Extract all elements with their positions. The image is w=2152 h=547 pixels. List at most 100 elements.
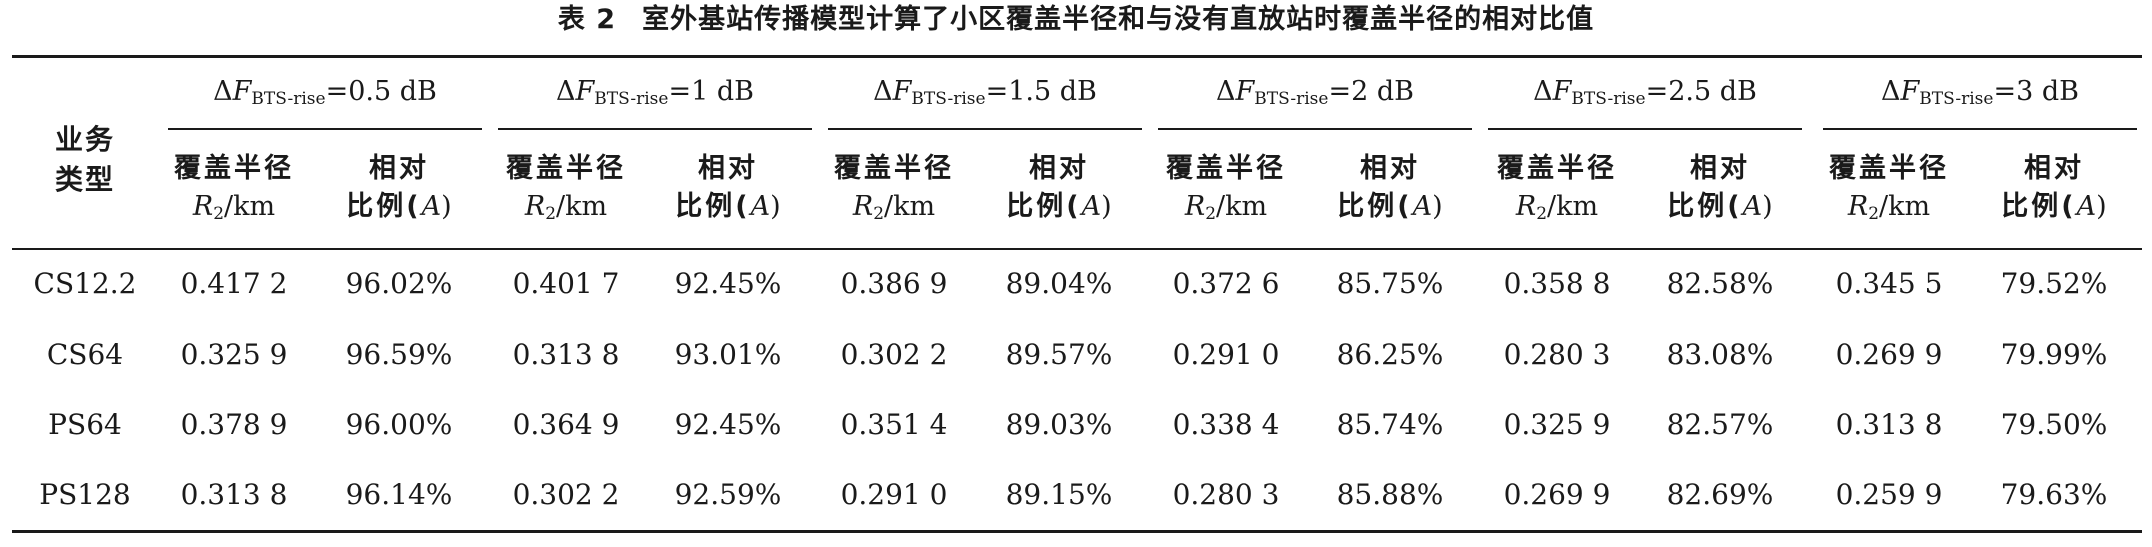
- bts-rise-subscript: BTS-rise: [594, 89, 669, 109]
- ratio-column-header: 相对 比例(A): [1964, 150, 2144, 226]
- radius-value-cell: 0.351 4: [840, 408, 948, 441]
- variable-f: F: [232, 76, 252, 107]
- radius-subscript: 2: [1205, 204, 1217, 224]
- radius-label: 覆盖半径: [1829, 153, 1949, 184]
- radius-value-cell: 0.417 2: [180, 267, 288, 300]
- radius-value-cell: 0.401 7: [512, 267, 620, 300]
- ratio-value-cell: 83.08%: [1666, 338, 1774, 371]
- radius-value-cell: 0.378 9: [180, 408, 288, 441]
- ratio-suffix: ): [770, 191, 781, 222]
- radius-subscript: 2: [873, 204, 885, 224]
- ratio-value-cell: 89.03%: [1005, 408, 1113, 441]
- ratio-value-cell: 85.74%: [1336, 408, 1444, 441]
- service-type-cell: CS12.2: [33, 267, 137, 300]
- bts-rise-subscript: BTS-rise: [1254, 89, 1329, 109]
- ratio-value-cell: 82.69%: [1666, 478, 1774, 511]
- ratio-unit: 比例(A): [638, 188, 818, 226]
- radius-value-cell: 0.358 8: [1503, 267, 1611, 300]
- ratio-prefix: 比例(: [1006, 191, 1082, 222]
- bts-rise-subscript: BTS-rise: [1571, 89, 1646, 109]
- ratio-column-header: 相对 比例(A): [969, 150, 1149, 226]
- ratio-value-cell: 89.04%: [1005, 267, 1113, 300]
- radius-unit: R2/km: [476, 188, 656, 233]
- ratio-label: 相对: [369, 153, 429, 184]
- unit-km: /km: [1216, 191, 1268, 222]
- radius-value-cell: 0.325 9: [180, 338, 288, 371]
- service-type-cell: PS128: [39, 478, 131, 511]
- variable-r: R: [1847, 191, 1869, 222]
- group-underline: [168, 128, 482, 130]
- radius-value-cell: 0.280 3: [1503, 338, 1611, 371]
- group-underline: [1158, 128, 1472, 130]
- bts-rise-subscript: BTS-rise: [911, 89, 986, 109]
- group-header-5: ΔFBTS-rise=2.5 dB: [1480, 74, 1810, 110]
- radius-label: 覆盖半径: [174, 153, 294, 184]
- ratio-unit: 比例(A): [1630, 188, 1810, 226]
- variable-f: F: [575, 76, 595, 107]
- variable-f: F: [1552, 76, 1572, 107]
- ratio-value-cell: 92.45%: [674, 267, 782, 300]
- unit-km: /km: [556, 191, 608, 222]
- group-underline: [1488, 128, 1802, 130]
- ratio-value-cell: 96.59%: [345, 338, 453, 371]
- delta-symbol: Δ: [1881, 76, 1901, 107]
- ratio-label: 相对: [1690, 153, 1750, 184]
- radius-column-header: 覆盖半径 R2/km: [1136, 150, 1316, 233]
- stub-line-2: 类型: [54, 163, 115, 196]
- ratio-suffix: ): [1432, 191, 1443, 222]
- radius-column-header: 覆盖半径 R2/km: [804, 150, 984, 233]
- ratio-value-cell: 79.99%: [2000, 338, 2108, 371]
- ratio-label: 相对: [698, 153, 758, 184]
- variable-a: A: [1081, 191, 1102, 222]
- ratio-suffix: ): [2096, 191, 2107, 222]
- variable-r: R: [1184, 191, 1206, 222]
- radius-label: 覆盖半径: [834, 153, 954, 184]
- group-value: =2 dB: [1328, 76, 1414, 107]
- unit-km: /km: [884, 191, 936, 222]
- unit-km: /km: [224, 191, 276, 222]
- table-row: PS64 0.378 9 96.00% 0.364 9 92.45% 0.351 4 89.…: [0, 395, 2152, 455]
- delta-symbol: Δ: [1216, 76, 1236, 107]
- radius-column-header: 覆盖半径 R2/km: [1799, 150, 1979, 233]
- ratio-column-header: 相对比例(A): [638, 150, 818, 226]
- radius-value-cell: 0.313 8: [512, 338, 620, 371]
- radius-value-cell: 0.259 9: [1835, 478, 1943, 511]
- ratio-prefix: 比例(: [2001, 191, 2077, 222]
- radius-unit: R2/km: [1136, 188, 1316, 233]
- service-type-cell: PS64: [48, 408, 122, 441]
- delta-symbol: Δ: [556, 76, 576, 107]
- radius-value-cell: 0.291 0: [1172, 338, 1280, 371]
- table-row: CS12.2 0.417 2 96.02% 0.401 7 92.45% 0.386 9 8…: [0, 254, 2152, 314]
- group-header-3: ΔFBTS-rise=1.5 dB: [820, 74, 1150, 110]
- group-underline: [498, 128, 812, 130]
- ratio-label: 相对: [2024, 153, 2084, 184]
- ratio-value-cell: 89.15%: [1005, 478, 1113, 511]
- ratio-value-cell: 89.57%: [1005, 338, 1113, 371]
- radius-value-cell: 0.325 9: [1503, 408, 1611, 441]
- group-header-6: ΔFBTS-rise=3 dB: [1815, 74, 2145, 110]
- delta-symbol: Δ: [213, 76, 233, 107]
- ratio-value-cell: 85.88%: [1336, 478, 1444, 511]
- radius-label: 覆盖半径: [1166, 153, 1286, 184]
- variable-a: A: [750, 191, 771, 222]
- group-value: =2.5 dB: [1645, 76, 1757, 107]
- radius-label: 覆盖半径: [1497, 153, 1617, 184]
- radius-unit: R2/km: [144, 188, 324, 233]
- service-type-header: 业务 类型: [20, 120, 150, 200]
- variable-a: A: [1412, 191, 1433, 222]
- variable-r: R: [192, 191, 214, 222]
- radius-value-cell: 0.386 9: [840, 267, 948, 300]
- group-value: =1.5 dB: [985, 76, 1097, 107]
- ratio-value-cell: 96.00%: [345, 408, 453, 441]
- delta-symbol: Δ: [1533, 76, 1553, 107]
- radius-unit: R2/km: [1467, 188, 1647, 233]
- ratio-prefix: 比例(: [1667, 191, 1743, 222]
- unit-km: /km: [1879, 191, 1931, 222]
- radius-value-cell: 0.302 2: [840, 338, 948, 371]
- bts-rise-subscript: BTS-rise: [251, 89, 326, 109]
- radius-value-cell: 0.372 6: [1172, 267, 1280, 300]
- radius-value-cell: 0.280 3: [1172, 478, 1280, 511]
- radius-value-cell: 0.269 9: [1835, 338, 1943, 371]
- variable-f: F: [892, 76, 912, 107]
- radius-unit: R2/km: [804, 188, 984, 233]
